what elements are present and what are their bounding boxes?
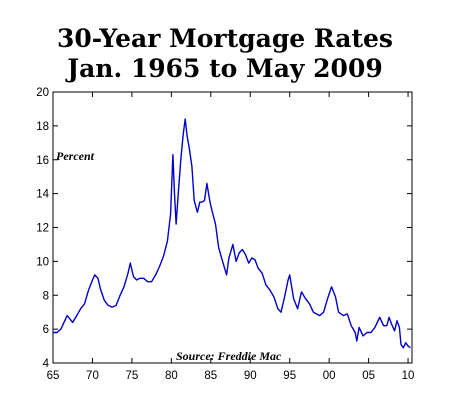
y-tick-label: 10: [36, 256, 49, 268]
x-tick-label: 90: [244, 370, 257, 382]
y-tick-label: 18: [36, 121, 49, 133]
plot-frame: [52, 91, 413, 364]
chart-title-line1: 30-Year Mortgage Rates: [57, 24, 393, 53]
y-tick-label: 14: [36, 189, 49, 201]
x-tick-label: 75: [126, 370, 139, 382]
y-tick-label: 12: [36, 223, 49, 235]
x-tick-label: 95: [283, 370, 296, 382]
y-tick-label: 20: [36, 87, 49, 99]
y-axis-label: Percent: [56, 149, 95, 163]
x-tick-label: 80: [165, 370, 178, 382]
x-tick-label: 70: [86, 370, 99, 382]
chart-title-line2: Jan. 1965 to May 2009: [67, 54, 383, 83]
series-line: [53, 118, 411, 349]
x-tick-label: 05: [362, 370, 375, 382]
y-tick-label: 4: [43, 358, 50, 370]
x-tick-label: 85: [204, 370, 217, 382]
y-tick-label: 16: [36, 155, 49, 167]
y-tick-label: 8: [43, 290, 49, 302]
source-annotation: Source: Freddie Mac: [176, 349, 282, 363]
x-tick-label: 00: [323, 370, 336, 382]
y-tick-label: 6: [43, 324, 49, 336]
axis-tick-labels: 4 6 8 10 12 14 16 18 20 65 70 75 80 85 90 95 00 05 10: [36, 87, 414, 382]
x-tick-label: 65: [47, 370, 60, 382]
x-tick-label: 10: [402, 370, 415, 382]
axis-ticks: [52, 91, 412, 364]
